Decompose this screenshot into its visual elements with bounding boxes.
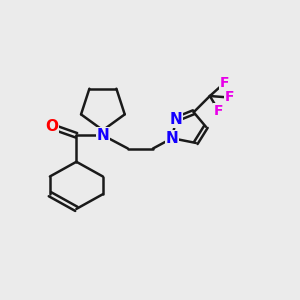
Text: F: F	[214, 104, 224, 118]
Text: F: F	[220, 76, 229, 90]
Text: N: N	[166, 131, 178, 146]
Text: N: N	[97, 128, 109, 143]
Text: N: N	[169, 112, 182, 127]
Text: F: F	[224, 91, 234, 104]
Text: O: O	[45, 119, 58, 134]
